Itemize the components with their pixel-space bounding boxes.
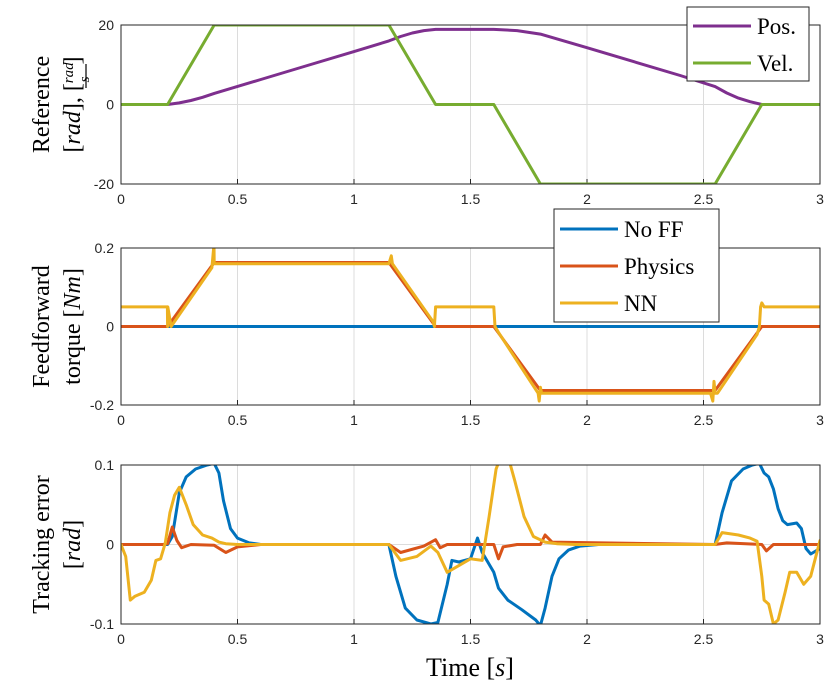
y-tick-label: 0.2 xyxy=(95,240,115,256)
y-axis-label-line1: Tracking error xyxy=(29,475,55,613)
y-axis-label-line1: Reference xyxy=(29,56,55,153)
axes-box xyxy=(120,247,821,406)
x-tick-label: 2 xyxy=(583,412,591,428)
series-line-no-ff xyxy=(121,465,820,624)
y-axis-label-line2: [rad], [rads] xyxy=(60,56,93,152)
legend-2: No FF Physics NN xyxy=(553,208,720,323)
x-tick-label: 0.5 xyxy=(228,631,248,647)
bracket-close: ] xyxy=(60,56,86,64)
x-tick-label: 0 xyxy=(117,412,125,428)
legend-label: Vel. xyxy=(757,51,793,76)
series-line-physics xyxy=(121,525,820,561)
unit-fraction-numerator: rad xyxy=(61,62,77,83)
x-tick-label: 0.5 xyxy=(228,191,248,207)
x-tick-label: 1 xyxy=(350,631,358,647)
x-tick-label: 0 xyxy=(117,631,125,647)
legend-box xyxy=(686,6,810,82)
y-tick-label: 0.1 xyxy=(95,457,115,473)
y-tick-label: 0 xyxy=(106,319,114,335)
unit-rad: rad xyxy=(60,110,86,144)
x-axis-label: Time [s] xyxy=(426,653,514,682)
y-tick-label: -20 xyxy=(94,176,114,192)
legend-label: No FF xyxy=(624,217,683,242)
bracket-mid: ], [ xyxy=(60,83,86,111)
y-tick-label: -0.1 xyxy=(90,616,114,632)
x-tick-label: 1.5 xyxy=(461,412,481,428)
subplot-3: 0 0.5 1 1.5 2 2.5 30.10-0.1 xyxy=(90,457,824,647)
y-tick-label: 0 xyxy=(106,97,114,113)
unit-nm: Nm xyxy=(60,276,86,310)
x-tick-label: 2.5 xyxy=(694,412,714,428)
x-tick-label: 2.5 xyxy=(694,631,714,647)
legend-1: Pos. Vel. xyxy=(686,6,810,82)
x-tick-label: 2 xyxy=(583,631,591,647)
x-tick-label: 3 xyxy=(816,631,824,647)
x-tick-label: 1.5 xyxy=(461,631,481,647)
legend-label: NN xyxy=(624,291,658,316)
y-axis-label-line1: Feedforward xyxy=(29,265,55,388)
axes-box xyxy=(120,24,821,185)
axes-box xyxy=(120,464,821,625)
x-tick-label: 3 xyxy=(816,191,824,207)
x-tick-label: 0.5 xyxy=(228,412,248,428)
series-line-nn xyxy=(121,465,820,624)
x-tick-label: 2.5 xyxy=(694,191,714,207)
series-line-physics xyxy=(121,261,820,392)
x-tick-label: 1 xyxy=(350,191,358,207)
label-text: torque [ xyxy=(60,310,86,385)
x-tick-label: 0 xyxy=(117,191,125,207)
y-axis-label-line2: torque [Nm] xyxy=(60,268,86,385)
legend-label: Pos. xyxy=(757,14,796,39)
y-axis-label-line2: [rad] xyxy=(60,520,86,569)
unit-fraction-denominator: s xyxy=(77,76,93,82)
unit-s: s xyxy=(495,653,505,682)
x-tick-label: 1.5 xyxy=(461,191,481,207)
unit-rad: rad xyxy=(60,527,86,561)
bracket-open: [ xyxy=(60,561,86,569)
series-line-vel- xyxy=(121,25,820,184)
xlabel-text: Time [ xyxy=(426,653,495,682)
y-tick-label: 20 xyxy=(98,17,114,33)
bracket-close: ] xyxy=(505,653,514,682)
series-line-pos- xyxy=(121,27,820,106)
x-tick-label: 1 xyxy=(350,412,358,428)
x-tick-label: 2 xyxy=(583,191,591,207)
bracket-close: ] xyxy=(60,520,86,528)
subplot-2: 0 0.5 1 1.5 2 2.5 30.20-0.2 xyxy=(90,240,824,428)
y-tick-label: -0.2 xyxy=(90,397,114,413)
legend-label: Physics xyxy=(624,254,694,279)
y-tick-label: 0 xyxy=(106,537,114,553)
bracket-close: ] xyxy=(60,268,86,276)
bracket-open: [ xyxy=(60,145,86,153)
x-tick-label: 3 xyxy=(816,412,824,428)
